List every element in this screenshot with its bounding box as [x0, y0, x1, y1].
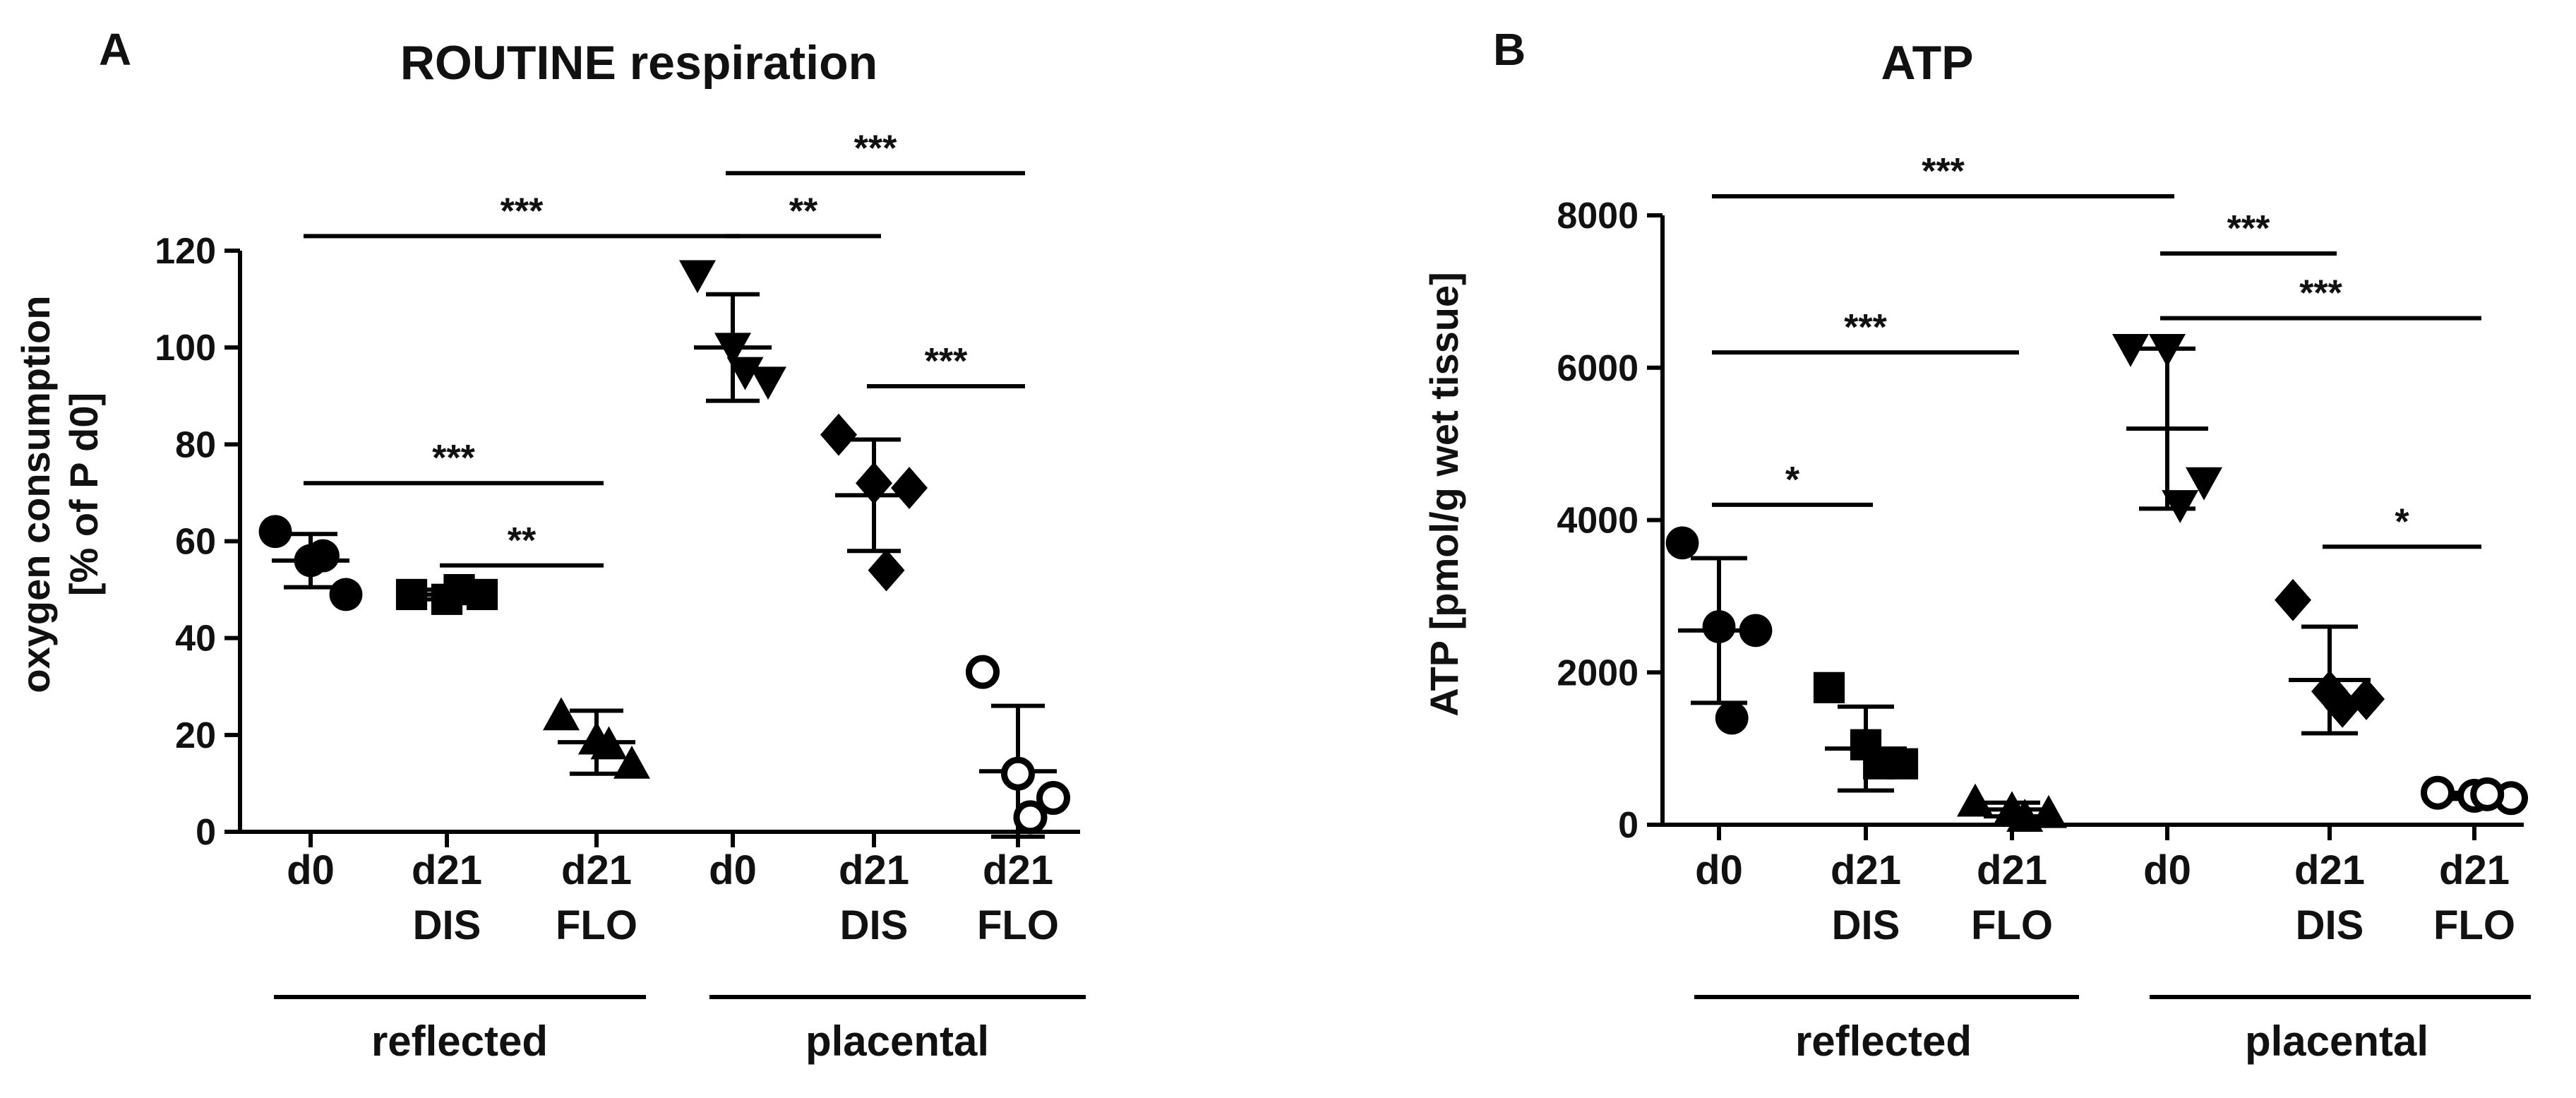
- panel-a-cat-4-line1: d21: [839, 847, 909, 893]
- panel-b-group-reflected: reflected: [1795, 1018, 1972, 1065]
- panel-b-ytick-label: 4000: [1557, 501, 1639, 542]
- panel-a-point: [966, 655, 1000, 689]
- panel-b-point: [2275, 578, 2311, 621]
- panel-b-cat-5-line1: d21: [2439, 847, 2510, 893]
- panel-a-significance-label: ***: [925, 341, 968, 382]
- panel-b-point: [1665, 526, 1699, 560]
- panel-a-ytick-label: 40: [175, 619, 216, 660]
- panel-a-cat-2-line1: d21: [561, 847, 632, 893]
- panel-b-point: [2149, 333, 2186, 367]
- panel-b-point: [2112, 333, 2149, 367]
- panel-a-cat-4-line2: DIS: [840, 902, 909, 948]
- panel-a-point: [395, 578, 428, 611]
- panel-a-point: [329, 578, 363, 611]
- panel-a-cat-2-line2: FLO: [556, 902, 637, 948]
- panel-a-ytick-label: 120: [155, 231, 216, 272]
- panel-a-significance-label: ***: [854, 128, 897, 169]
- panel-b-significance-label: ***: [1844, 307, 1887, 348]
- panel-a-cat-3-line1: d0: [709, 847, 757, 893]
- panel-a-point: [306, 539, 340, 573]
- panel-a-point: [714, 333, 751, 366]
- panel-a-group-reflected: reflected: [371, 1018, 548, 1065]
- panel-b-ytick-label: 8000: [1557, 196, 1639, 237]
- panel-b-point: [2030, 794, 2067, 828]
- panel-a-point: [679, 260, 716, 294]
- panel-a-point: [750, 366, 786, 400]
- panel-b-ytick-label: 2000: [1557, 652, 1639, 693]
- panel-a-point: [258, 515, 292, 549]
- panel-b-point: [2324, 685, 2361, 728]
- panel-b-point: [2421, 775, 2455, 810]
- panel-a-point: [613, 745, 650, 779]
- panel-a-ytick-label: 0: [196, 812, 216, 853]
- panel-a-ytick-label: 20: [175, 715, 216, 756]
- panel-b-point: [2162, 490, 2199, 523]
- panel-a-ytick-label: 100: [155, 328, 216, 369]
- panel-a-significance-label: **: [789, 191, 818, 232]
- panel-a-point: [856, 462, 892, 505]
- panel-a-significance-label: **: [508, 520, 537, 561]
- panel-a-letter: A: [99, 24, 131, 75]
- panel-a-cat-1-line2: DIS: [413, 902, 481, 948]
- panel-a-point: [820, 413, 857, 456]
- panel-a-ylabel-line2: [% of P d0]: [61, 393, 106, 596]
- panel-b: B ATP ATP [pmol/g wet tissue] d0 d21 DIS…: [1422, 24, 2531, 1065]
- panel-b-significance-label: ***: [2299, 273, 2342, 314]
- panel-b-point: [1863, 748, 1895, 780]
- panel-b-significance-label: *: [2395, 501, 2409, 542]
- panel-b-point: [2186, 467, 2222, 501]
- panel-a-point: [443, 573, 475, 606]
- panel-b-ytick-label: 0: [1618, 805, 1639, 846]
- panel-a: A ROUTINE respiration oxygen consumption…: [13, 24, 1086, 1065]
- panel-a-ylabel-line1: oxygen consumption: [13, 295, 58, 693]
- panel-b-title: ATP: [1881, 36, 1974, 90]
- panel-a-cat-5-line2: FLO: [977, 902, 1059, 948]
- panel-a-point: [543, 697, 580, 731]
- panel-b-cat-1-line1: d21: [1831, 847, 1901, 893]
- panel-b-significance-label: ***: [1922, 151, 1965, 192]
- panel-a-cat-0-line1: d0: [287, 847, 335, 893]
- panel-b-cat-1-line2: DIS: [1832, 902, 1900, 948]
- panel-b-cat-5-line2: FLO: [2433, 902, 2515, 948]
- panel-b-point: [1715, 701, 1749, 735]
- panel-b-significance-label: ***: [2227, 208, 2270, 249]
- panel-b-letter: B: [1493, 24, 1526, 75]
- panel-b-cat-2-line1: d21: [1977, 847, 2047, 893]
- panel-b-ylabel: ATP [pmol/g wet tissue]: [1422, 272, 1466, 717]
- panel-b-point: [1702, 610, 1736, 643]
- panel-b-point: [1739, 614, 1773, 648]
- panel-a-title: ROUTINE respiration: [400, 36, 877, 90]
- panel-a-point: [891, 467, 928, 509]
- panel-a-point: [1036, 780, 1070, 815]
- panel-a-point: [1001, 756, 1035, 791]
- panel-b-point: [1957, 783, 1994, 817]
- panel-a-significance-label: ***: [432, 438, 475, 479]
- panel-a-point: [726, 357, 764, 390]
- panel-b-ytick-label: 6000: [1557, 348, 1639, 389]
- panel-b-point: [2470, 777, 2505, 811]
- panel-a-ytick-label: 60: [175, 522, 216, 563]
- panel-a-point: [868, 549, 905, 592]
- panel-b-cat-0-line1: d0: [1695, 847, 1743, 893]
- panel-b-significance-label: *: [1785, 460, 1800, 501]
- panel-a-cat-5-line1: d21: [983, 847, 1053, 893]
- panel-a-ytick-label: 80: [175, 424, 216, 465]
- panel-b-cat-3-line1: d0: [2143, 847, 2191, 893]
- panel-a-cat-1-line1: d21: [412, 847, 482, 893]
- panel-a-point: [590, 726, 628, 760]
- panel-b-cat-2-line2: FLO: [1971, 902, 2053, 948]
- panel-b-cat-4-line1: d21: [2294, 847, 2365, 893]
- panel-a-group-placental: placental: [805, 1018, 989, 1065]
- panel-b-point: [2006, 799, 2044, 833]
- panel-a-point: [1013, 800, 1048, 835]
- panel-b-cat-4-line2: DIS: [2296, 902, 2364, 948]
- panel-a-significance-label: ***: [501, 191, 544, 232]
- panel-b-point: [1813, 672, 1845, 703]
- panel-b-group-placental: placental: [2245, 1018, 2428, 1065]
